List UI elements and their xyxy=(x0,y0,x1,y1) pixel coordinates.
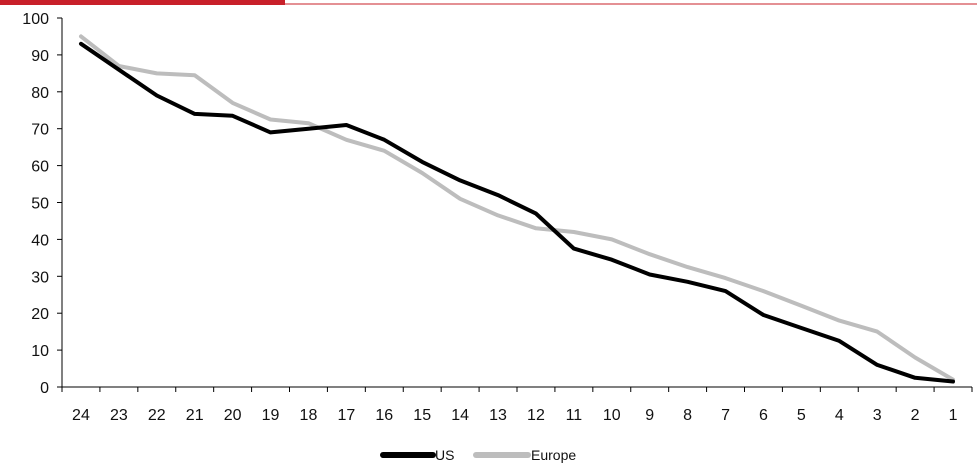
series-line-europe xyxy=(79,34,955,382)
x-tick-label: 8 xyxy=(683,407,692,424)
y-tick-label: 30 xyxy=(31,269,49,286)
x-tick-label: 9 xyxy=(645,407,654,424)
x-tick-label: 23 xyxy=(110,407,128,424)
x-tick-label: 3 xyxy=(873,407,882,424)
y-tick-label: 0 xyxy=(40,380,49,397)
legend-label-us: US xyxy=(435,447,454,463)
legend: US Europe xyxy=(380,447,576,463)
y-tick-label: 40 xyxy=(31,232,49,249)
x-tick-label: 4 xyxy=(835,407,844,424)
x-tick-label: 19 xyxy=(262,407,280,424)
x-tick-label: 13 xyxy=(489,407,507,424)
y-tick-label: 70 xyxy=(31,122,49,139)
y-tick-label: 80 xyxy=(31,85,49,102)
y-tick-label: 20 xyxy=(31,306,49,323)
x-tick-label: 5 xyxy=(797,407,806,424)
plot-lines xyxy=(79,34,955,384)
x-tick-label: 21 xyxy=(186,407,204,424)
x-tick-label: 17 xyxy=(337,407,355,424)
y-tick-label: 60 xyxy=(31,159,49,176)
x-tick-label: 14 xyxy=(451,407,469,424)
x-tick-label: 11 xyxy=(566,407,583,424)
x-tick-label: 20 xyxy=(224,407,242,424)
x-tick-label: 2 xyxy=(911,407,920,424)
x-tick-label: 16 xyxy=(375,407,393,424)
x-tick-label: 24 xyxy=(72,407,90,424)
legend-label-europe: Europe xyxy=(531,447,576,463)
x-tick-label: 7 xyxy=(721,407,730,424)
x-tick-label: 6 xyxy=(759,407,768,424)
x-tick-label: 18 xyxy=(300,407,318,424)
top-accent-bar xyxy=(0,0,285,5)
x-tick-label: 10 xyxy=(603,407,621,424)
y-tick-label: 50 xyxy=(31,196,49,213)
series-line-us xyxy=(79,41,955,384)
x-tick-label: 12 xyxy=(527,407,545,424)
y-tick-label: 90 xyxy=(31,48,49,65)
x-tick-label: 15 xyxy=(413,407,431,424)
x-tick-label: 1 xyxy=(949,407,958,424)
y-tick-label: 100 xyxy=(22,11,49,28)
x-tick-label: 22 xyxy=(148,407,166,424)
y-tick-label: 10 xyxy=(31,343,49,360)
